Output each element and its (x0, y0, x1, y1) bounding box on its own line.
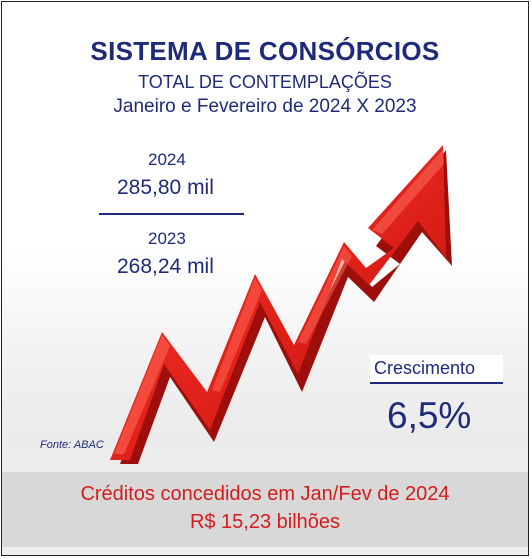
comparison-divider (99, 213, 244, 215)
footer-banner (2, 472, 528, 547)
footer-credits-label: Créditos concedidos em Jan/Fev de 2024 (80, 483, 450, 505)
growth-label: Crescimento (374, 358, 476, 378)
footer-credits-value: R$ 15,23 bilhões (189, 511, 341, 533)
current-year-value: 285,80 mil (117, 176, 214, 199)
source-note: Fonte: ABAC (40, 439, 104, 451)
page-subtitle: TOTAL DE CONTEMPLAÇÕES (138, 72, 392, 92)
page-title: SISTEMA DE CONSÓRCIOS (90, 36, 440, 66)
period-label: Janeiro e Fevereiro de 2024 X 2023 (113, 96, 417, 117)
growth-label-box (370, 355, 503, 384)
growth-value: 6,5% (387, 395, 472, 436)
previous-year-value: 268,24 mil (117, 255, 214, 278)
previous-year-label: 2023 (148, 229, 186, 248)
current-year-label: 2024 (148, 150, 186, 169)
